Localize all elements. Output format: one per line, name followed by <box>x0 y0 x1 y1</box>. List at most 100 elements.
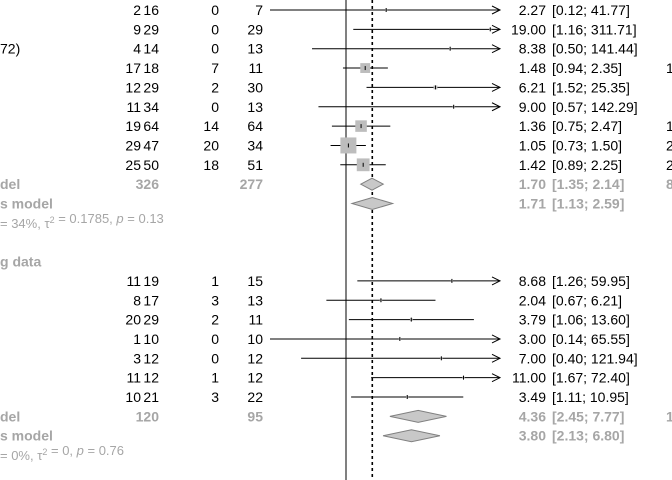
cell-total-c: 64 <box>247 118 263 134</box>
ci-arrow-head <box>491 102 502 112</box>
random-diamond <box>382 429 441 443</box>
ci-arrow-head <box>491 82 502 92</box>
heterogeneity-text: = 34%, τ2 = 0.1785, p = 0.13 <box>0 211 164 231</box>
fixed-model-label: del <box>0 408 20 424</box>
cell-events-c: 1 <box>211 370 219 386</box>
odds-ratio: 7.00 <box>519 350 546 366</box>
cell-events-c: 2 <box>211 312 219 328</box>
fixed-weight-cut: 1 <box>666 408 672 424</box>
cell-events-e: 29 <box>125 137 141 153</box>
cell-events-e: 1 <box>133 331 141 347</box>
cell-total-e: 16 <box>143 2 159 18</box>
cell-events-e: 10 <box>125 389 141 405</box>
heterogeneity-part: = 0.76 <box>84 443 124 458</box>
confidence-interval: [0.12; 41.77] <box>552 2 630 18</box>
p-symbol: p <box>76 443 84 458</box>
cell-events-e: 25 <box>125 157 141 173</box>
ci-arrow-head <box>491 44 502 54</box>
fixed-ci: [1.35; 2.14] <box>552 176 624 192</box>
cell-total-e: 17 <box>143 292 159 308</box>
fixed-total-e: 120 <box>136 408 160 424</box>
cell-events-c: 18 <box>203 157 219 173</box>
random-ci: [1.13; 2.59] <box>552 196 624 212</box>
odds-ratio: 3.00 <box>519 331 546 347</box>
cell-total-c: 10 <box>247 331 263 347</box>
fixed-odds-ratio: 4.36 <box>519 408 546 424</box>
confidence-interval: [0.89; 2.25] <box>552 157 622 173</box>
cell-total-e: 64 <box>143 118 159 134</box>
fixed-total-c: 95 <box>247 408 263 424</box>
cell-events-e: 2 <box>133 2 141 18</box>
cell-total-e: 21 <box>143 389 159 405</box>
heterogeneity-part: = 34%, τ <box>0 216 50 231</box>
heterogeneity-text: = 0%, τ2 = 0, p = 0.76 <box>0 443 124 463</box>
ci-arrow-head <box>491 24 502 34</box>
random-model-label: s model <box>0 196 53 212</box>
confidence-interval: [0.14; 65.55] <box>552 331 630 347</box>
confidence-interval: [1.52; 25.35] <box>552 79 630 95</box>
cell-total-e: 47 <box>143 137 159 153</box>
cell-total-c: 30 <box>247 79 263 95</box>
confidence-interval: [1.67; 72.40] <box>552 370 630 386</box>
random-ci: [2.13; 6.80] <box>552 428 624 444</box>
confidence-interval: [1.16; 311.71] <box>552 21 637 37</box>
cell-events-c: 0 <box>211 350 219 366</box>
weight-cut: 2 <box>666 157 672 173</box>
cell-events-e: 11 <box>126 273 141 289</box>
cell-total-e: 29 <box>143 21 159 37</box>
cell-total-c: 12 <box>247 350 263 366</box>
fixed-total-c: 277 <box>240 176 264 192</box>
cell-events-e: 17 <box>125 60 141 76</box>
cell-events-e: 11 <box>126 370 141 386</box>
confidence-interval: [0.57; 142.29] <box>552 99 638 115</box>
cell-events-c: 0 <box>211 99 219 115</box>
cell-total-e: 29 <box>143 79 159 95</box>
heterogeneity-part: = 0, <box>47 443 76 458</box>
cell-total-c: 7 <box>255 2 263 18</box>
cell-events-c: 1 <box>211 273 219 289</box>
cell-events-c: 3 <box>211 292 219 308</box>
cell-total-c: 11 <box>248 60 263 76</box>
ci-arrow-head <box>491 373 502 383</box>
random-odds-ratio: 1.71 <box>519 196 546 212</box>
cell-events-c: 0 <box>211 41 219 57</box>
odds-ratio: 19.00 <box>511 21 546 37</box>
fixed-odds-ratio: 1.70 <box>519 176 546 192</box>
subgroup-title: g data <box>0 254 41 270</box>
odds-ratio: 11.00 <box>512 370 546 386</box>
cell-events-c: 7 <box>211 60 219 76</box>
cell-total-e: 10 <box>143 331 159 347</box>
cell-events-e: 12 <box>125 79 141 95</box>
cell-events-c: 2 <box>211 79 219 95</box>
odds-ratio: 1.48 <box>519 60 546 76</box>
weight-cut: 1 <box>666 60 672 76</box>
confidence-interval: [0.67; 6.21] <box>552 292 622 308</box>
fixed-diamond <box>359 177 385 191</box>
p-symbol: p <box>115 211 123 226</box>
odds-ratio: 2.04 <box>519 292 546 308</box>
cell-events-e: 20 <box>125 312 141 328</box>
cell-total-e: 14 <box>143 41 159 57</box>
cell-total-c: 13 <box>247 41 263 57</box>
weight-cut: 1 <box>666 118 672 134</box>
random-odds-ratio: 3.80 <box>519 428 546 444</box>
cell-events-c: 0 <box>211 21 219 37</box>
cell-events-c: 0 <box>211 2 219 18</box>
cell-total-c: 12 <box>247 370 263 386</box>
odds-ratio: 6.21 <box>519 79 546 95</box>
cell-events-c: 14 <box>203 118 219 134</box>
cell-total-c: 34 <box>247 137 263 153</box>
cell-total-c: 13 <box>247 292 263 308</box>
cell-events-e: 8 <box>133 292 141 308</box>
cell-events-e: 19 <box>125 118 141 134</box>
odds-ratio: 3.79 <box>519 312 546 328</box>
cell-events-e: 4 <box>133 41 141 57</box>
cell-total-e: 12 <box>143 350 159 366</box>
confidence-interval: [0.50; 141.44] <box>552 41 638 57</box>
odds-ratio: 1.36 <box>519 118 546 134</box>
confidence-interval: [1.06; 13.60] <box>552 312 630 328</box>
heterogeneity-part: = 0%, τ <box>0 448 43 463</box>
tau-squared-superscript: 2 <box>50 215 55 225</box>
odds-ratio: 8.38 <box>519 41 546 57</box>
